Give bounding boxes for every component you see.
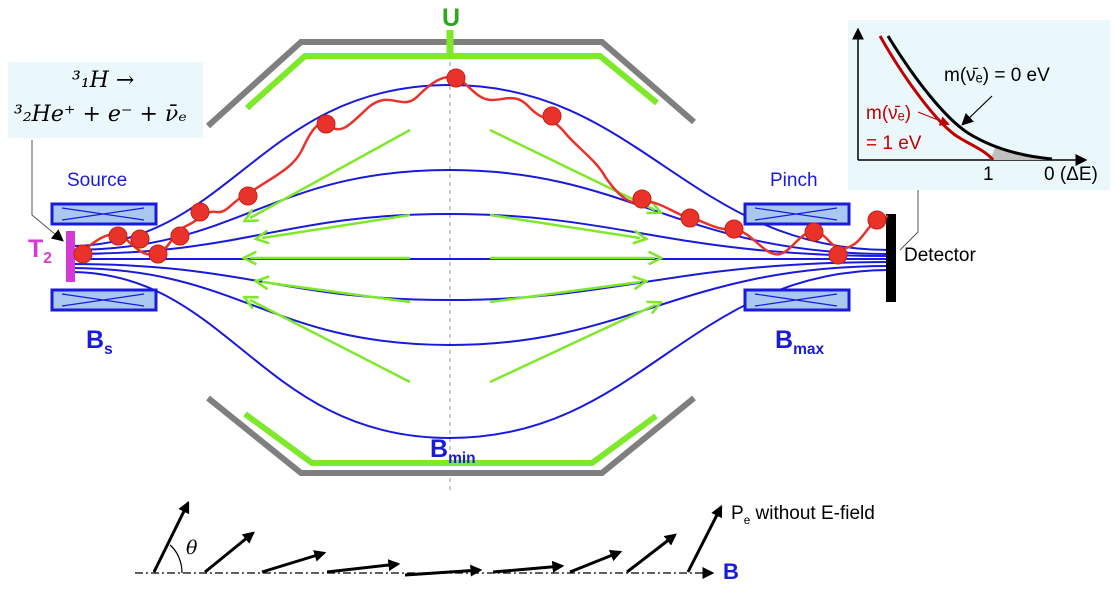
b-source-label: Bs — [86, 326, 113, 358]
tritium-label: T2 — [28, 235, 52, 267]
decay-equation-line2: ³₂He⁺ + e⁻ + ν̄ₑ — [14, 102, 187, 127]
potential-label: U — [442, 4, 461, 32]
inset-one-ev-label-line2: = 1 eV — [866, 133, 922, 154]
detector-callout-line — [899, 188, 919, 251]
curve-zero-mass — [886, 35, 1053, 161]
pinch-label: Pinch — [770, 170, 818, 191]
curve-one-ev — [878, 35, 995, 161]
inset-tick-zero: 0 (ΔE) — [1044, 164, 1098, 185]
inset-tick-one: 1 — [983, 164, 994, 185]
angle-theta-label: θ — [186, 537, 198, 559]
momentum-vectors — [152, 500, 723, 577]
tritium-source — [66, 231, 75, 282]
inset-zero-mass-label: m(ν̄ₑ) = 0 eV — [944, 65, 1050, 86]
detector-label: Detector — [904, 245, 976, 266]
electric-field-arrows — [250, 128, 655, 384]
decay-equation-box — [8, 62, 203, 138]
b-min-label: Bmin — [430, 435, 476, 467]
inset-endpoint-shading — [990, 148, 1052, 160]
source-magnets — [50, 202, 158, 312]
electrons — [73, 68, 887, 265]
b-max-label: Bmax — [775, 326, 825, 358]
pinch-magnets — [743, 202, 851, 312]
inset-box — [848, 20, 1110, 190]
decay-equation-line1: ³₁H → — [72, 68, 135, 93]
field-axis-label: B — [723, 559, 739, 584]
zero-mass-pointer — [961, 95, 993, 126]
momentum-label: Pe without E-field — [731, 503, 875, 527]
angle-arc — [169, 544, 183, 574]
source-label: Source — [67, 170, 128, 191]
one-ev-pointer — [917, 111, 950, 126]
inset-one-ev-label-line1: m(ν̄ₑ) — [866, 103, 912, 124]
detector-plate — [886, 214, 896, 302]
source-callout-line — [31, 140, 64, 242]
